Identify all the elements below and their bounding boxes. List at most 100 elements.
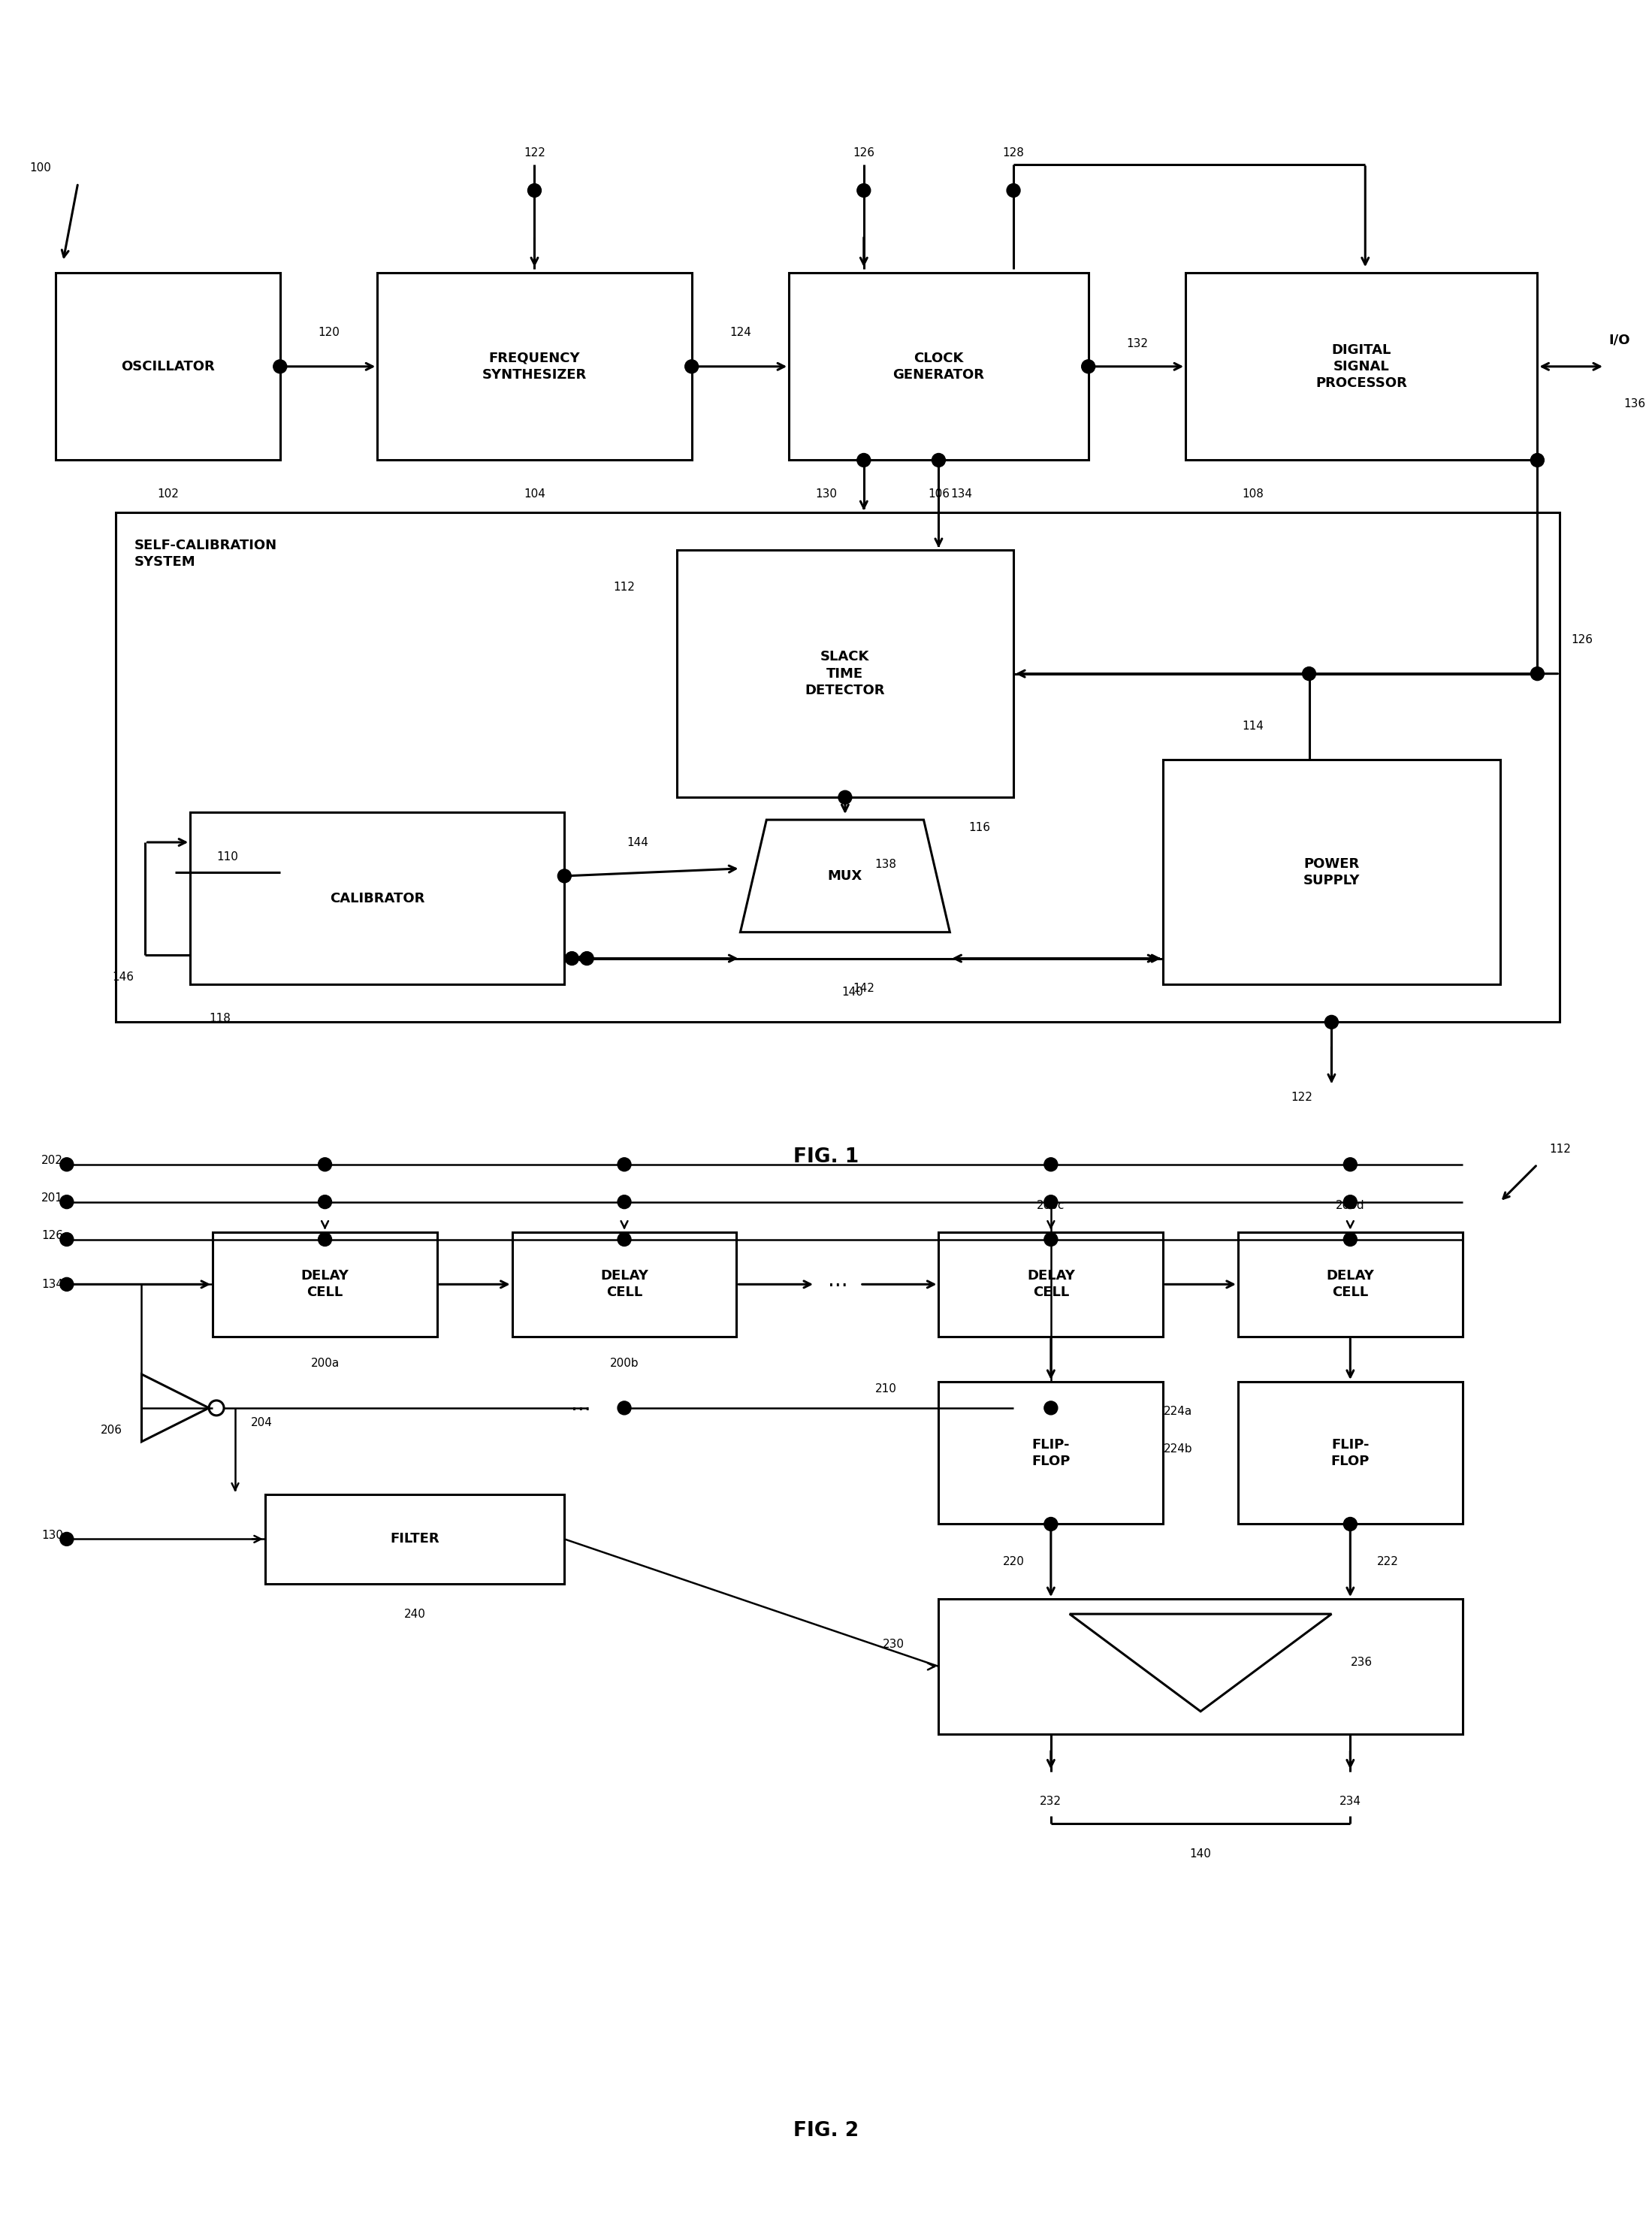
Text: 136: 136 bbox=[1624, 398, 1645, 409]
Text: SELF-CALIBRATION
SYSTEM: SELF-CALIBRATION SYSTEM bbox=[134, 538, 278, 569]
Text: 138: 138 bbox=[876, 858, 897, 870]
Circle shape bbox=[1044, 1194, 1057, 1208]
Text: 106: 106 bbox=[928, 489, 950, 500]
Text: 126: 126 bbox=[852, 147, 874, 158]
Polygon shape bbox=[1069, 1615, 1332, 1712]
Circle shape bbox=[273, 360, 287, 374]
Text: CALIBRATOR: CALIBRATOR bbox=[330, 892, 425, 905]
Text: 122: 122 bbox=[524, 147, 545, 158]
Circle shape bbox=[1044, 1232, 1057, 1245]
Circle shape bbox=[527, 185, 542, 198]
Polygon shape bbox=[142, 1374, 208, 1441]
Circle shape bbox=[1044, 1401, 1057, 1414]
Text: I/O: I/O bbox=[1609, 334, 1631, 347]
Text: 140: 140 bbox=[1189, 1848, 1211, 1859]
Bar bbox=[938, 1599, 1462, 1735]
Text: 210: 210 bbox=[876, 1383, 897, 1394]
Circle shape bbox=[1044, 1517, 1057, 1530]
Circle shape bbox=[59, 1532, 73, 1546]
Bar bbox=[213, 1232, 438, 1337]
Circle shape bbox=[319, 1194, 332, 1208]
Bar bbox=[56, 274, 281, 460]
Circle shape bbox=[1302, 667, 1317, 681]
Text: 204: 204 bbox=[251, 1417, 273, 1428]
Text: FIG. 2: FIG. 2 bbox=[793, 2122, 859, 2142]
Circle shape bbox=[558, 870, 572, 883]
Text: 230: 230 bbox=[882, 1639, 905, 1650]
Bar bbox=[264, 1495, 565, 1583]
Text: FREQUENCY
SYNTHESIZER: FREQUENCY SYNTHESIZER bbox=[482, 351, 586, 383]
Text: 236: 236 bbox=[1351, 1657, 1373, 1668]
Text: 140: 140 bbox=[843, 987, 864, 999]
Circle shape bbox=[1531, 454, 1545, 467]
Text: 122: 122 bbox=[1290, 1092, 1312, 1103]
Circle shape bbox=[1343, 1159, 1356, 1172]
Text: 142: 142 bbox=[852, 983, 874, 994]
Text: FLIP-
FLOP: FLIP- FLOP bbox=[1031, 1437, 1070, 1468]
Text: DELAY
CELL: DELAY CELL bbox=[600, 1270, 648, 1299]
Text: 232: 232 bbox=[1041, 1795, 1062, 1806]
Text: 144: 144 bbox=[626, 836, 648, 847]
Circle shape bbox=[1044, 1159, 1057, 1172]
Circle shape bbox=[857, 454, 871, 467]
Circle shape bbox=[565, 952, 578, 965]
Text: 112: 112 bbox=[1550, 1143, 1571, 1154]
Text: 128: 128 bbox=[1003, 147, 1024, 158]
Bar bbox=[938, 1381, 1163, 1523]
Circle shape bbox=[1325, 1016, 1338, 1030]
Circle shape bbox=[618, 1159, 631, 1172]
Circle shape bbox=[932, 454, 945, 467]
Text: 112: 112 bbox=[613, 583, 634, 594]
Text: DELAY
CELL: DELAY CELL bbox=[1028, 1270, 1075, 1299]
Text: FILTER: FILTER bbox=[390, 1532, 439, 1546]
Bar bbox=[190, 812, 565, 985]
Text: 222: 222 bbox=[1376, 1557, 1399, 1568]
Text: 200a: 200a bbox=[311, 1357, 339, 1368]
Text: 130: 130 bbox=[816, 489, 838, 500]
Bar bbox=[377, 274, 692, 460]
Text: 200c: 200c bbox=[1037, 1201, 1066, 1212]
Text: FLIP-
FLOP: FLIP- FLOP bbox=[1332, 1437, 1370, 1468]
Text: 118: 118 bbox=[210, 1012, 231, 1023]
Circle shape bbox=[1082, 360, 1095, 374]
Text: 220: 220 bbox=[1003, 1557, 1024, 1568]
Text: 102: 102 bbox=[157, 489, 178, 500]
Text: 110: 110 bbox=[216, 852, 238, 863]
Text: 132: 132 bbox=[1127, 338, 1148, 349]
Text: ...: ... bbox=[828, 1270, 847, 1292]
Text: 114: 114 bbox=[1242, 721, 1264, 732]
Text: 202: 202 bbox=[41, 1154, 63, 1165]
Text: 206: 206 bbox=[101, 1426, 122, 1437]
Circle shape bbox=[580, 952, 593, 965]
Text: 120: 120 bbox=[317, 327, 340, 338]
Text: CLOCK
GENERATOR: CLOCK GENERATOR bbox=[892, 351, 985, 383]
Circle shape bbox=[1531, 667, 1545, 681]
Text: 234: 234 bbox=[1340, 1795, 1361, 1806]
Bar bbox=[790, 274, 1089, 460]
Bar bbox=[1237, 1381, 1462, 1523]
Circle shape bbox=[59, 1194, 73, 1208]
Bar bbox=[512, 1232, 737, 1337]
Circle shape bbox=[618, 1232, 631, 1245]
Circle shape bbox=[838, 790, 852, 805]
Text: 108: 108 bbox=[1242, 489, 1264, 500]
Text: 100: 100 bbox=[30, 162, 51, 173]
Text: DELAY
CELL: DELAY CELL bbox=[301, 1270, 349, 1299]
Text: 124: 124 bbox=[730, 327, 752, 338]
Circle shape bbox=[1343, 1517, 1356, 1530]
Text: 200b: 200b bbox=[610, 1357, 639, 1368]
Circle shape bbox=[857, 185, 871, 198]
Circle shape bbox=[1006, 185, 1021, 198]
Text: 224b: 224b bbox=[1163, 1443, 1193, 1454]
Circle shape bbox=[618, 1401, 631, 1414]
Circle shape bbox=[59, 1277, 73, 1292]
Bar bbox=[116, 512, 1559, 1023]
Text: SLACK
TIME
DETECTOR: SLACK TIME DETECTOR bbox=[805, 649, 885, 696]
Circle shape bbox=[1343, 1232, 1356, 1245]
Text: 134: 134 bbox=[950, 489, 971, 500]
Text: MUX: MUX bbox=[828, 870, 862, 883]
Bar bbox=[1186, 274, 1538, 460]
Text: 116: 116 bbox=[970, 821, 991, 834]
Circle shape bbox=[59, 1159, 73, 1172]
Text: 200d: 200d bbox=[1336, 1201, 1365, 1212]
